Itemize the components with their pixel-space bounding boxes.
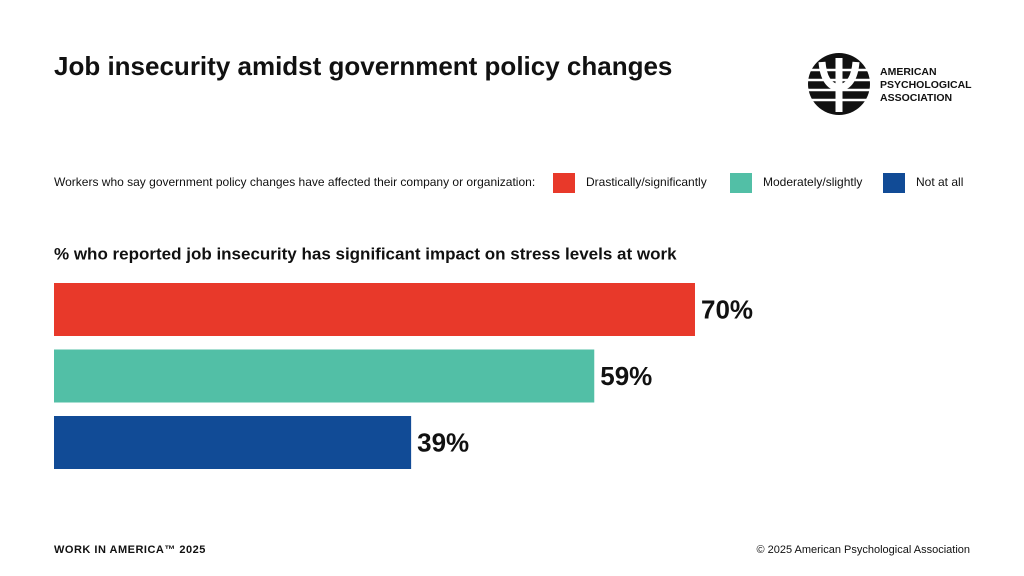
bar: [54, 416, 412, 469]
logo-mark: [808, 53, 870, 115]
legend-swatch: [883, 173, 905, 193]
legend-label: Not at all: [916, 175, 963, 189]
legend-label: Moderately/slightly: [763, 175, 862, 189]
bar: [54, 349, 595, 403]
legend-title: Workers who say government policy change…: [54, 175, 535, 189]
logo-text: ASSOCIATION: [880, 92, 952, 104]
legend-swatch: [553, 173, 575, 193]
footer-right: © 2025 American Psychological Associatio…: [756, 544, 970, 556]
value-label: 59%: [600, 361, 652, 391]
chart-title: Job insecurity amidst government policy …: [54, 51, 672, 81]
value-label: 70%: [701, 294, 753, 324]
footer-left: WORK IN AMERICA™ 2025: [54, 544, 206, 556]
legend-label: Drastically/significantly: [586, 175, 707, 189]
chart-subtitle: % who reported job insecurity has signif…: [54, 244, 677, 263]
logo-text: AMERICAN: [880, 66, 937, 78]
legend-swatch: [730, 173, 752, 193]
value-label: 39%: [417, 427, 469, 457]
logo-text: PSYCHOLOGICAL: [880, 79, 972, 91]
bar: [54, 283, 695, 336]
